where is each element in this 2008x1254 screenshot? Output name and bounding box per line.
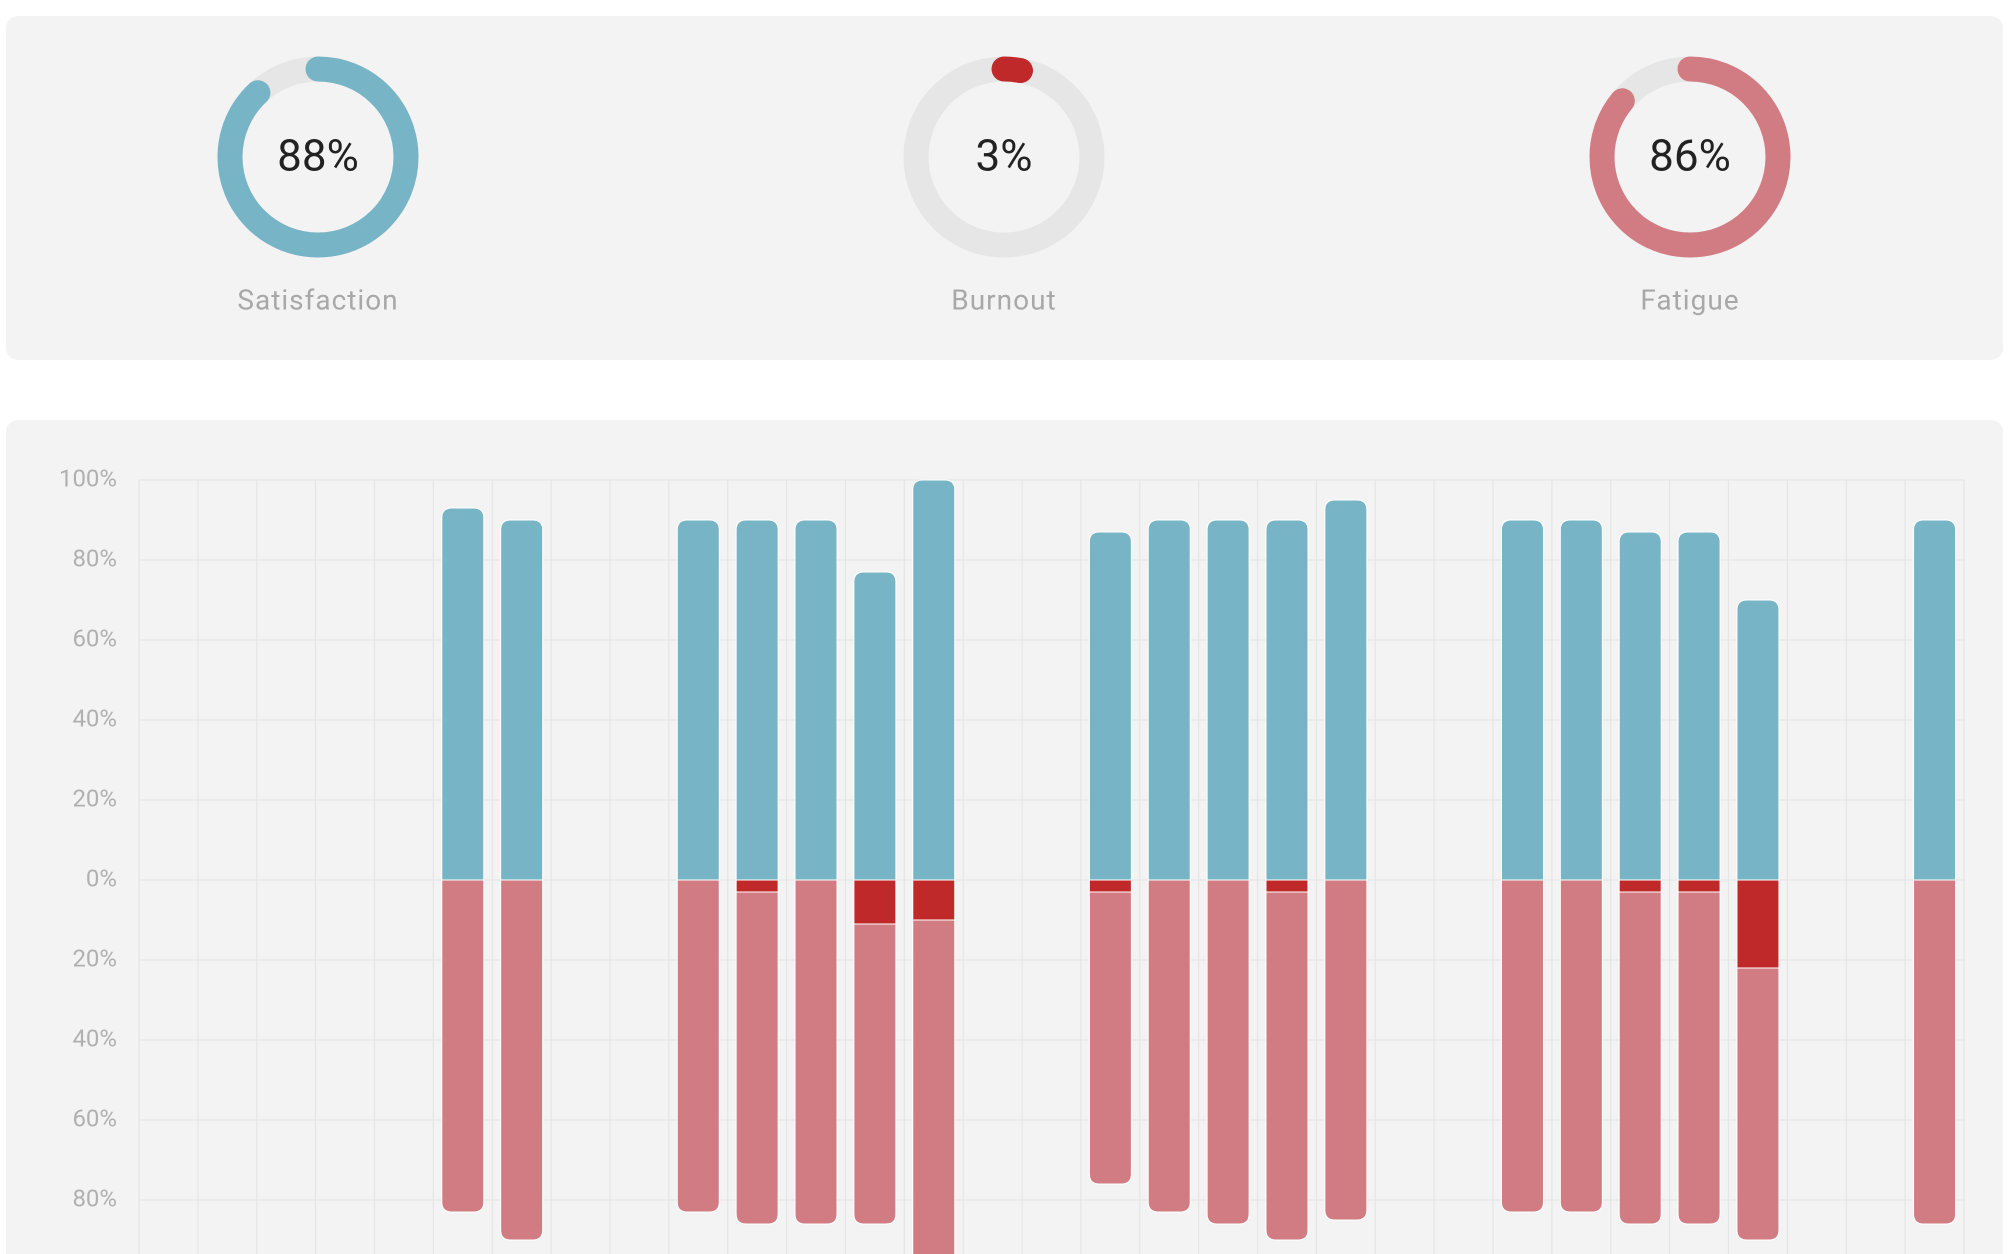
bar-segment	[1265, 879, 1309, 893]
bar-segment	[1500, 879, 1544, 1213]
bar-segment	[1618, 891, 1662, 1225]
bar-segment	[500, 879, 544, 1241]
bar-segment	[1324, 879, 1368, 1221]
bar-segment	[1206, 879, 1250, 1225]
bar-segment	[1088, 879, 1132, 893]
y-tick-label: 0%	[86, 864, 117, 892]
y-tick-label: 40%	[72, 1024, 117, 1052]
bar-segment	[1500, 519, 1544, 881]
bar-segment	[1147, 879, 1191, 1213]
y-tick-label: 80%	[72, 1184, 117, 1212]
bar-segment	[1677, 531, 1721, 881]
gauge-arc	[217, 56, 419, 258]
bar-segment	[1559, 519, 1603, 881]
bar-segment	[794, 519, 838, 881]
bar-segment	[441, 879, 485, 1213]
y-tick-label: 40%	[72, 704, 117, 732]
bar-segment	[912, 479, 956, 881]
gauge-value: 88%	[277, 130, 359, 182]
bar-segment	[1618, 879, 1662, 893]
bar-segment	[1088, 531, 1132, 881]
gauge-label: Burnout	[951, 283, 1056, 316]
bar-segment	[1559, 879, 1603, 1213]
bar-segment	[676, 879, 720, 1213]
bar-segment	[676, 519, 720, 881]
gauge-value: 86%	[1649, 130, 1731, 182]
bar-segment	[912, 919, 956, 1254]
bar-segment	[1618, 531, 1662, 881]
gauge-value: 3%	[976, 130, 1033, 182]
bar-segment	[912, 879, 956, 921]
y-tick-label: 100%	[59, 464, 117, 492]
bar-segment	[1677, 891, 1721, 1225]
bar-segment	[1265, 891, 1309, 1241]
gauge-arc	[903, 56, 1105, 258]
bar-segment	[1736, 599, 1780, 881]
gauge-arc	[1589, 56, 1791, 258]
bar-segment	[1677, 879, 1721, 893]
bar-segment	[1736, 879, 1780, 969]
bar-segment	[1088, 891, 1132, 1185]
gauge-label: Satisfaction	[237, 283, 398, 316]
y-tick-label: 20%	[72, 784, 117, 812]
bar-segment	[734, 879, 779, 893]
bar-segment	[853, 571, 897, 881]
bar-segment	[441, 507, 485, 881]
bar-segment	[735, 519, 779, 881]
bar-segment	[1265, 519, 1309, 881]
gauge-label: Fatigue	[1640, 283, 1739, 316]
bar-segment	[794, 879, 838, 1225]
bar-segment	[853, 923, 897, 1225]
bar-segment	[500, 519, 544, 881]
y-tick-label: 20%	[72, 944, 117, 972]
y-tick-label: 80%	[72, 544, 117, 572]
bar-segment	[1913, 519, 1957, 881]
y-tick-label: 60%	[72, 1104, 117, 1132]
bar-segment	[1147, 519, 1191, 881]
y-tick-label: 60%	[72, 624, 117, 652]
bar-segment	[853, 879, 897, 925]
bar-segment	[735, 891, 779, 1225]
gauge-panel	[6, 16, 2003, 360]
bar-segment	[1324, 499, 1368, 881]
bar-segment	[1736, 967, 1780, 1241]
bar-segment	[1206, 519, 1250, 881]
bar-segment	[1913, 879, 1957, 1225]
